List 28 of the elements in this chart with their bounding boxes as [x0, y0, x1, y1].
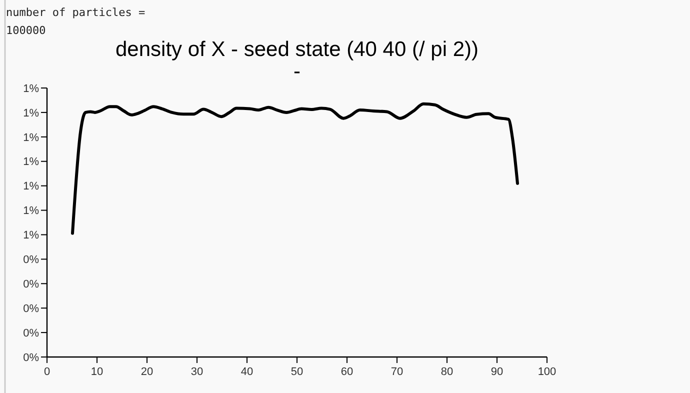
y-tick-label: 1% — [23, 82, 40, 95]
line-series — [71, 102, 519, 235]
y-tick-label: 0% — [23, 254, 40, 266]
x-tick-label: 20 — [140, 366, 154, 378]
x-tick-label: 10 — [90, 366, 104, 378]
y-tick-label: 1% — [23, 230, 40, 242]
x-tick-label: 0 — [44, 366, 50, 378]
text: 100000 — [6, 24, 46, 37]
y-tick-label: 1% — [23, 107, 40, 120]
chart-title: density of X - seed state (40 40 (/ pi 2)) — [115, 38, 479, 61]
text: number of particles = — [6, 6, 146, 19]
y-tick-label: 1% — [23, 205, 40, 218]
x-tick-label: 100 — [538, 366, 556, 378]
y-tick-label: 0% — [23, 327, 40, 340]
x-tick-label: 50 — [290, 366, 304, 378]
x-tick-label: 60 — [340, 366, 354, 378]
x-tick-label: 70 — [390, 366, 404, 378]
x-tick-label: 80 — [440, 366, 454, 378]
y-tick-label: 0% — [23, 352, 40, 364]
chart-subtitle: - — [294, 60, 300, 83]
x-tick-label: 40 — [240, 366, 254, 378]
y-tick-label: 0% — [23, 278, 40, 290]
y-tick-label: 0% — [23, 302, 40, 315]
y-tick-label: 1% — [23, 132, 40, 144]
y-tick-label: 1% — [23, 156, 40, 168]
x-tick-label: 90 — [490, 366, 504, 378]
y-tick-label: 1% — [23, 180, 40, 193]
x-tick-label: 30 — [190, 366, 204, 378]
